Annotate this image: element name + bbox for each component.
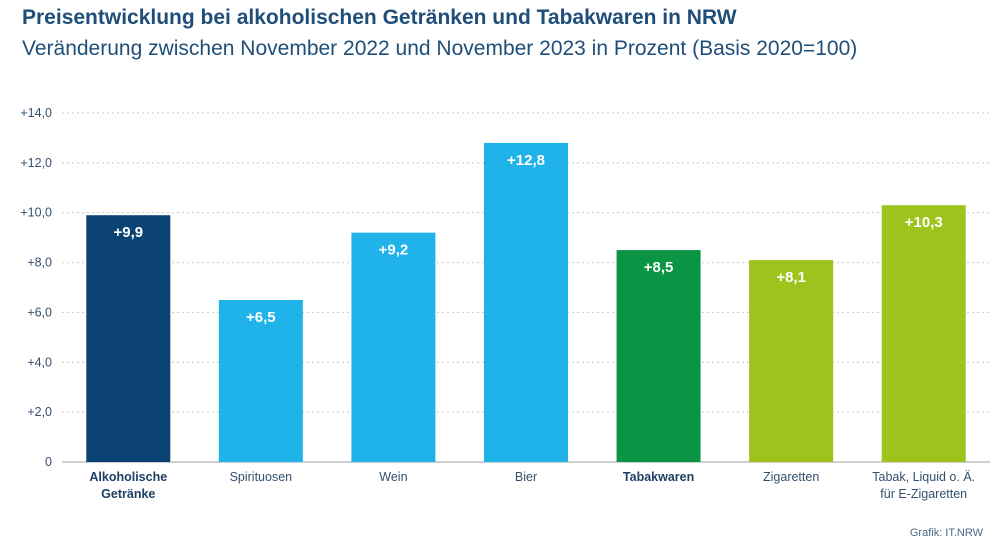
bar-value-label: +8,5 [644, 259, 674, 276]
x-category-label: Spirituosen [230, 470, 293, 484]
bar-value-label: +12,8 [507, 152, 545, 169]
bar [749, 260, 834, 462]
bar-value-label: +8,1 [776, 269, 806, 286]
x-category-label: Getränke [101, 487, 155, 501]
y-tick-label: +6,0 [27, 305, 52, 319]
y-tick-label: +12,0 [20, 156, 52, 170]
y-tick-label: +8,0 [27, 256, 52, 270]
bar [351, 232, 436, 462]
y-tick-label: +10,0 [20, 206, 52, 220]
source-note: Grafik: IT.NRW [909, 527, 983, 539]
x-category-label: Tabakwaren [623, 470, 694, 484]
x-category-label: Wein [379, 470, 407, 484]
bar-value-label: +10,3 [905, 214, 943, 231]
bar-value-label: +9,9 [113, 224, 143, 241]
bar-value-label: +6,5 [246, 309, 276, 326]
x-category-label: Tabak, Liquid o. Ä. [872, 470, 975, 484]
x-category-label: Bier [515, 470, 537, 484]
y-tick-label: 0 [45, 455, 52, 469]
bar-value-label: +9,2 [379, 242, 409, 259]
y-tick-label: +14,0 [20, 106, 52, 120]
x-category-label: Alkoholische [89, 470, 167, 484]
bar [218, 299, 303, 462]
bar [881, 205, 966, 462]
x-category-label: für E-Zigaretten [880, 487, 967, 501]
x-category-label: Zigaretten [763, 470, 819, 484]
chart-subtitle: Veränderung zwischen November 2022 und N… [22, 37, 858, 60]
bar [484, 142, 568, 462]
bar [86, 215, 171, 462]
chart-title: Preisentwicklung bei alkoholischen Geträ… [22, 6, 737, 29]
bar [616, 250, 701, 462]
y-tick-label: +4,0 [27, 355, 52, 369]
y-tick-label: +2,0 [27, 405, 52, 419]
